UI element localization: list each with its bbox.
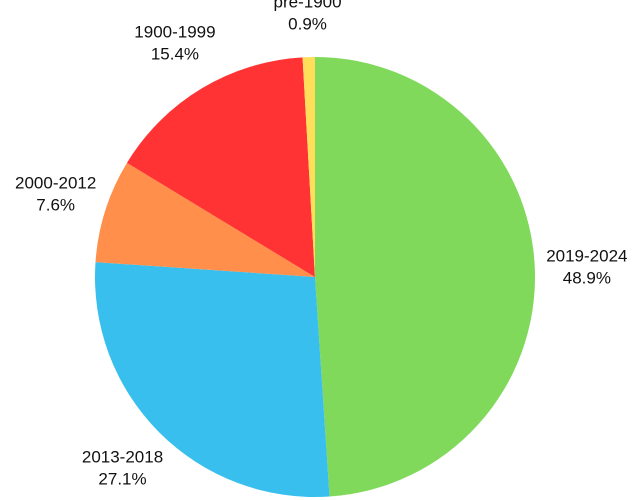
slice-value-label: 27.1% — [98, 470, 146, 489]
slice-value-label: 48.9% — [563, 269, 611, 288]
pie-slice — [95, 162, 315, 277]
slice-label: 1900-1999 — [134, 22, 215, 41]
pie-slice — [315, 57, 535, 497]
slice-label: 2013-2018 — [82, 448, 163, 467]
pie-slice — [302, 57, 315, 277]
slice-label: pre-1900 — [274, 0, 342, 12]
slice-value-label: 0.9% — [288, 15, 327, 34]
slice-label: 2019-2024 — [546, 247, 627, 266]
pie-slice — [126, 57, 315, 278]
slice-label: 2000-2012 — [15, 173, 96, 192]
slice-value-label: 7.6% — [36, 195, 75, 214]
pie-slice — [94, 262, 330, 497]
slice-value-label: 15.4% — [151, 44, 199, 63]
